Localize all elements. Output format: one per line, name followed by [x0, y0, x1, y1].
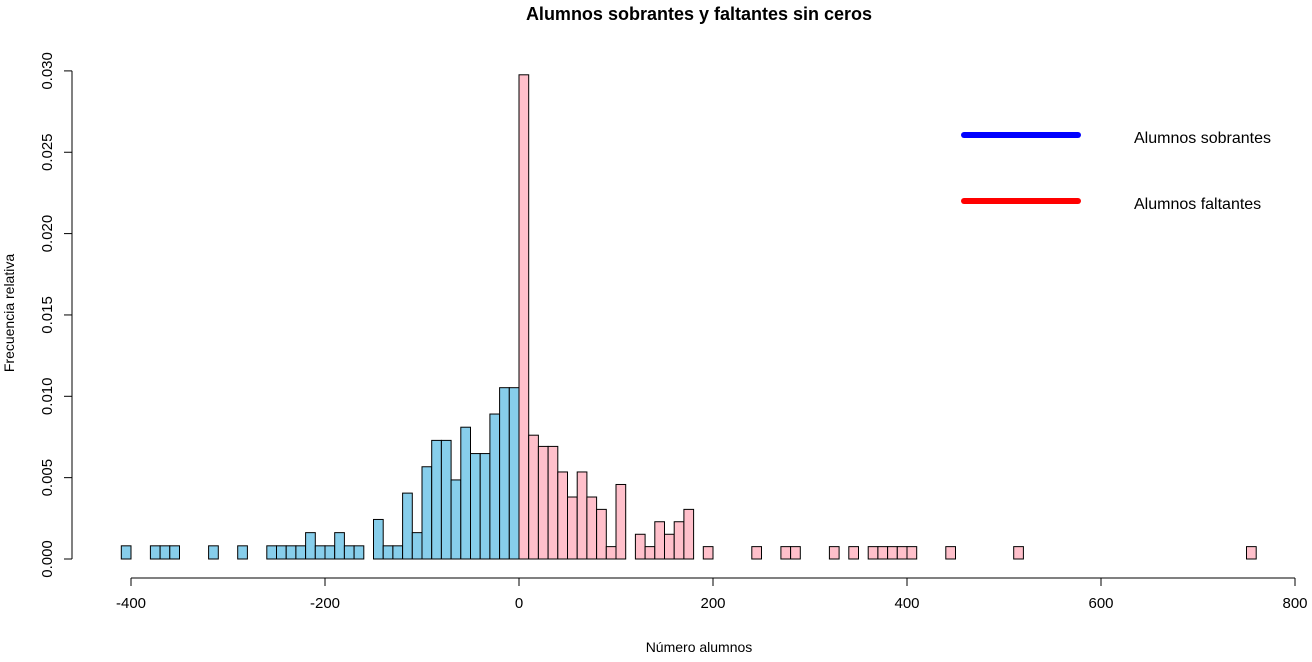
- x-tick-label: -200: [310, 595, 340, 612]
- histogram-bar: [392, 545, 404, 560]
- histogram-bar: [285, 545, 297, 560]
- histogram-bar: [460, 426, 471, 560]
- y-tick-label: 0.020: [39, 215, 56, 253]
- histogram-bar: [537, 445, 549, 560]
- histogram-bar: [440, 439, 452, 560]
- histogram-bar: [237, 545, 248, 560]
- histogram-bar: [634, 533, 646, 560]
- histogram-bar: [848, 546, 859, 560]
- histogram-bar: [596, 508, 607, 560]
- histogram-bar: [605, 546, 617, 560]
- histogram-bar: [877, 546, 889, 560]
- histogram-bar: [518, 74, 530, 560]
- histogram-bar: [266, 545, 277, 560]
- histogram-bar: [489, 413, 501, 560]
- y-tick-label: 0.005: [39, 459, 56, 497]
- histogram-bar: [644, 546, 656, 560]
- histogram-bar: [295, 545, 307, 560]
- y-axis: 0.000 0.005 0.010 0.015 0.020 0.025 0.030: [39, 52, 73, 578]
- histogram-bar: [751, 546, 762, 560]
- y-tick-label: 0.030: [39, 52, 56, 90]
- y-tick-label: 0.025: [39, 133, 56, 171]
- bars-alumnos-sobrantes: [120, 387, 520, 560]
- histogram-bar: [499, 387, 510, 560]
- histogram-bar: [1246, 546, 1257, 560]
- histogram-bar: [654, 521, 665, 560]
- x-tick-label: -400: [116, 595, 146, 612]
- histogram-bar: [683, 508, 695, 560]
- histogram-bar: [431, 439, 442, 560]
- histogram-bar: [528, 434, 539, 560]
- histogram-bar: [664, 533, 675, 560]
- histogram-bar: [557, 471, 568, 560]
- y-tick-label: 0.010: [39, 378, 56, 416]
- histogram-bar: [324, 545, 336, 560]
- histogram-bar: [149, 545, 161, 560]
- histogram-bar: [576, 471, 588, 560]
- histogram-bar: [450, 479, 462, 560]
- histogram-bar: [828, 546, 840, 560]
- histogram-bar: [411, 532, 423, 560]
- x-tick-label: 800: [1282, 595, 1307, 612]
- legend-label-alumnos-sobrantes: Alumnos sobrantes: [1134, 130, 1271, 147]
- histogram-bar: [159, 545, 171, 560]
- histogram-bar: [673, 521, 685, 560]
- histogram-bar: [421, 466, 433, 560]
- x-axis: -400 -200 0 200 400 600 800: [116, 577, 1308, 612]
- x-axis-label: Número alumnos: [646, 639, 753, 655]
- histogram-bar: [790, 546, 801, 560]
- legend: Alumnos sobrantes Alumnos faltantes: [961, 130, 1271, 213]
- x-tick-label: 600: [1088, 595, 1113, 612]
- histogram-bar: [1013, 546, 1024, 560]
- bars-alumnos-faltantes: [518, 74, 1257, 560]
- histogram-bar: [780, 546, 792, 560]
- histogram-bar: [276, 545, 287, 560]
- histogram-bar: [479, 453, 491, 560]
- histogram-bar: [208, 545, 219, 560]
- x-tick-label: 0: [515, 595, 523, 612]
- histogram-bar: [373, 518, 384, 560]
- histogram-bar: [334, 532, 345, 560]
- histogram-bar: [120, 545, 132, 560]
- histogram-bar: [470, 453, 481, 560]
- histogram-bar: [906, 546, 918, 560]
- legend-label-alumnos-faltantes: Alumnos faltantes: [1134, 196, 1261, 213]
- histogram-bar: [343, 545, 355, 560]
- histogram-bar: [169, 545, 181, 560]
- y-tick-label: 0.015: [39, 296, 56, 334]
- histogram-bar: [702, 546, 714, 560]
- histogram-bar: [382, 545, 394, 560]
- chart-title: Alumnos sobrantes y faltantes sin ceros: [526, 4, 872, 24]
- histogram-bar: [867, 546, 879, 560]
- y-tick-label: 0.000: [39, 540, 56, 578]
- histogram-bar: [945, 546, 956, 560]
- histogram-bar: [402, 492, 413, 560]
- histogram-bar: [305, 532, 316, 560]
- histogram-bar: [353, 545, 365, 560]
- histogram-bar: [567, 496, 578, 560]
- histogram-bar: [896, 546, 908, 560]
- histogram-bar: [508, 387, 520, 560]
- histogram-bar: [615, 483, 627, 560]
- histogram-bar: [586, 496, 598, 560]
- histogram-bar: [547, 445, 559, 560]
- x-tick-label: 200: [700, 595, 725, 612]
- histogram-bar: [314, 545, 326, 560]
- histogram-bar: [887, 546, 898, 560]
- y-axis-label: Frecuencia relativa: [1, 254, 17, 372]
- x-tick-label: 400: [894, 595, 919, 612]
